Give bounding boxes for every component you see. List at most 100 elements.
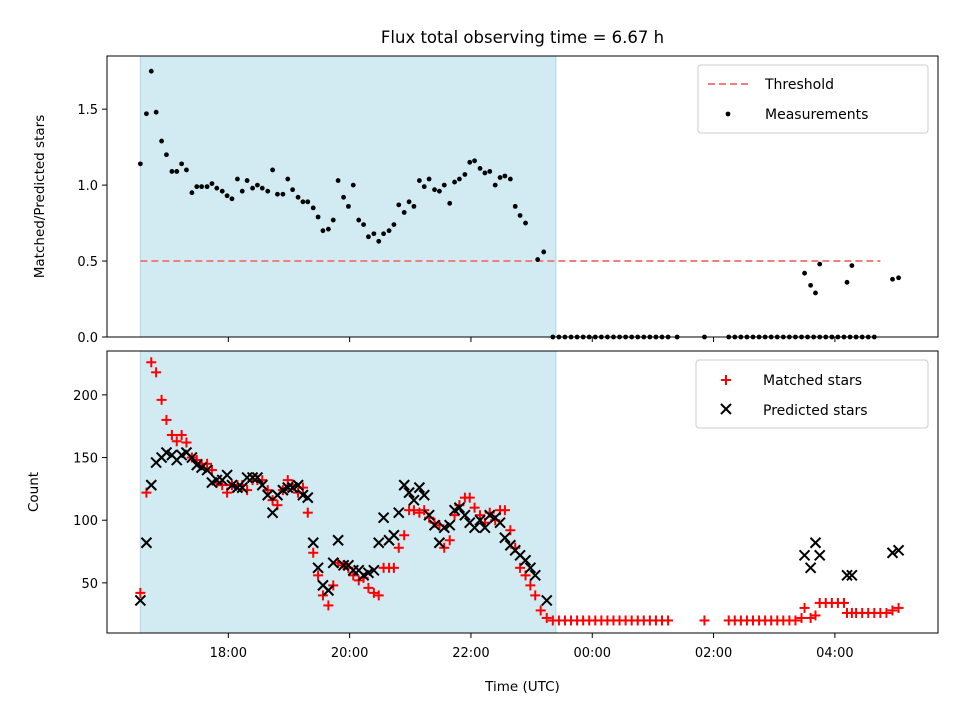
measurement-point xyxy=(492,182,498,188)
x-tick-label: 02:00 xyxy=(695,646,732,661)
predicted-point-b xyxy=(292,479,304,491)
measurement-point xyxy=(285,176,291,182)
predicted-point-b xyxy=(221,469,233,481)
predicted-point-b xyxy=(418,489,430,501)
matched-point xyxy=(388,562,399,573)
predicted-point-b xyxy=(433,537,446,549)
predicted-point-b xyxy=(514,549,526,562)
top-x-ticks xyxy=(227,337,836,342)
matched-point xyxy=(525,580,536,591)
matched-point xyxy=(146,357,157,368)
measurement-point xyxy=(235,176,240,182)
measurement-point xyxy=(497,175,503,180)
measurement-point xyxy=(457,176,462,182)
predicted-stars-series xyxy=(134,446,905,607)
x-tick-label: 04:00 xyxy=(816,646,853,661)
predicted-point xyxy=(388,529,400,541)
predicted-point xyxy=(246,471,259,484)
measurement-point xyxy=(224,193,230,199)
predicted-point-b xyxy=(519,554,532,567)
predicted-point xyxy=(322,584,335,597)
top-legend-box xyxy=(697,64,929,134)
predicted-point xyxy=(145,479,157,491)
predicted-point xyxy=(221,469,233,481)
measurement-point xyxy=(896,275,901,281)
measurement-point xyxy=(802,270,807,276)
predicted-point xyxy=(494,516,506,529)
x-axis-label: Time (UTC) xyxy=(484,679,560,695)
measurement-point xyxy=(280,191,286,197)
predicted-point xyxy=(413,481,426,494)
predicted-point xyxy=(809,537,822,549)
predicted-point xyxy=(403,486,415,499)
predicted-point xyxy=(841,569,853,582)
measurement-point xyxy=(849,263,855,269)
predicted-point xyxy=(312,562,324,574)
measurement-point xyxy=(447,200,453,206)
predicted-point-b xyxy=(226,479,238,491)
predicted-point xyxy=(444,519,456,531)
predicted-point-b xyxy=(388,529,400,541)
predicted-point xyxy=(332,534,344,546)
predicted-point-b xyxy=(474,514,486,526)
measurement-point xyxy=(366,234,371,240)
predicted-point-b xyxy=(453,501,466,514)
measurement-point xyxy=(381,231,386,237)
top-y-tick-label: 1.5 xyxy=(77,103,98,118)
matched-point xyxy=(796,612,807,623)
predicted-point xyxy=(408,494,420,506)
predicted-point-b xyxy=(809,537,822,549)
predicted-point xyxy=(327,557,339,569)
x-tick-label: 00:00 xyxy=(574,646,611,661)
predicted-point xyxy=(479,522,491,534)
matched-point xyxy=(363,582,374,593)
measurement-point xyxy=(401,210,407,215)
matched-point xyxy=(464,492,475,503)
predicted-point-b xyxy=(160,446,173,459)
predicted-point-b xyxy=(459,509,471,521)
predicted-point-b xyxy=(266,506,279,519)
measurement-point xyxy=(341,194,346,200)
measurement-point xyxy=(482,170,488,176)
predicted-point-b xyxy=(892,544,905,556)
measurement-point xyxy=(421,184,427,190)
matched-point xyxy=(790,615,801,626)
predicted-point-b xyxy=(499,532,511,544)
matched-point xyxy=(393,542,404,553)
predicted-point xyxy=(798,549,811,562)
predicted-point xyxy=(368,564,380,577)
measurement-point xyxy=(239,188,245,194)
matched-point xyxy=(202,458,213,469)
predicted-point-b xyxy=(246,471,259,484)
top-y-tick-label: 1.0 xyxy=(77,179,98,194)
measurement-point xyxy=(541,249,547,255)
measurement-point xyxy=(219,188,225,194)
matched-point xyxy=(308,547,319,558)
predicted-point xyxy=(433,537,446,549)
measurement-point xyxy=(199,184,205,190)
legend-threshold-label: Threshold xyxy=(764,77,834,93)
measurement-point xyxy=(416,178,422,183)
predicted-point xyxy=(236,481,248,494)
measurement-point xyxy=(844,279,850,285)
predicted-point xyxy=(453,501,466,514)
predicted-point-b xyxy=(524,562,537,574)
measurement-point xyxy=(259,185,265,191)
matched-point xyxy=(262,485,273,496)
measurement-point xyxy=(432,187,437,193)
legend-x-b xyxy=(720,403,732,415)
measurement-point xyxy=(244,178,250,183)
measurement-point xyxy=(391,222,397,228)
matched-point xyxy=(893,602,904,613)
measurement-point xyxy=(487,169,493,174)
predicted-point-b xyxy=(302,491,314,504)
measurement-point xyxy=(396,202,402,208)
x-tick-label: 18:00 xyxy=(210,646,247,661)
predicted-point-b xyxy=(428,519,441,531)
legend-matched-label: Matched stars xyxy=(763,373,862,389)
predicted-point xyxy=(251,471,264,484)
matched-point xyxy=(799,602,810,613)
matched-point xyxy=(156,394,167,405)
predicted-point xyxy=(282,481,294,494)
bottom-panel: 50 100 150 200 18:00 20:00 22:00 00:00 02:00 04:… xyxy=(26,350,939,695)
